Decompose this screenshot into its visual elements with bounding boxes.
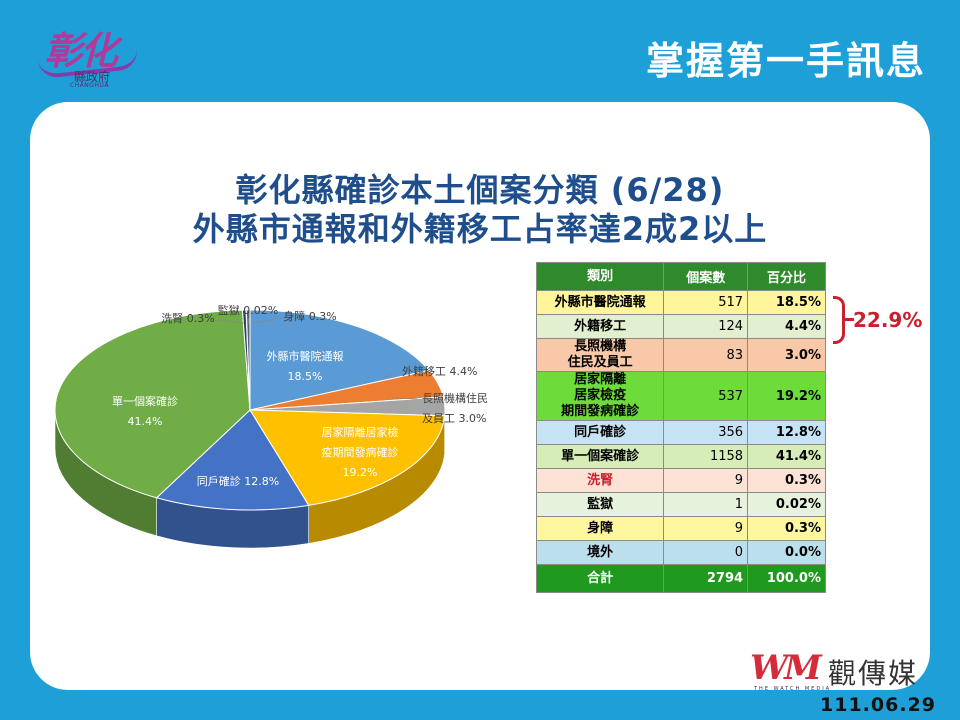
pie-slice-8 — [245, 309, 251, 411]
slice-label-2: 長照機構住民 — [422, 391, 488, 405]
row-count: 537 — [663, 371, 749, 421]
row-category: 單一個案確診 — [535, 444, 665, 469]
date-stamp: 111.06.29 — [820, 694, 936, 716]
row-percent: 12.8% — [747, 420, 826, 445]
row-count: 83 — [663, 338, 749, 372]
row-category: 監獄 — [535, 492, 665, 517]
row-percent: 4.4% — [747, 314, 826, 339]
slice-label-1: 外籍移工 4.4% — [402, 364, 477, 378]
table-header-cell: 個案數 — [663, 262, 749, 291]
brand-logo: WM — [750, 648, 822, 688]
row-category: 長照機構 住民及員工 — [535, 338, 665, 372]
county-logo: 彰化 縣政府 CHANGHUA — [30, 14, 140, 94]
table-row: 居家隔離 居家檢疫 期間發病確診 537 19.2% — [535, 371, 826, 421]
leader-line-2 — [391, 397, 419, 400]
row-count: 1 — [663, 492, 749, 517]
logo-text: 彰化 — [44, 28, 118, 73]
slice-label-3: 疫期間發病確診 — [322, 445, 399, 459]
row-percent: 41.4% — [747, 444, 826, 469]
total-count: 2794 — [663, 564, 749, 593]
table-row: 長照機構 住民及員工 83 3.0% — [535, 338, 826, 372]
table-row: 外籍移工 124 4.4% — [535, 314, 826, 339]
row-percent: 0.3% — [747, 516, 826, 541]
bracket — [833, 296, 845, 344]
row-category: 外縣市醫院通報 — [535, 290, 665, 315]
row-count: 9 — [663, 468, 749, 493]
pie-slice-0 — [249, 309, 430, 411]
total-percent: 100.0% — [747, 564, 826, 593]
table-row: 身障 9 0.3% — [535, 516, 826, 541]
slice-label-6: 洗腎 0.3% — [161, 312, 214, 325]
row-category: 境外 — [535, 540, 665, 565]
brand-name: 觀傳媒 — [828, 657, 919, 690]
bracket-tip — [844, 318, 854, 321]
table-header-cell: 百分比 — [747, 262, 826, 291]
leader-line-6 — [217, 319, 245, 324]
table-row: 單一個案確診 1158 41.4% — [535, 444, 826, 469]
slice-label-2: 及員工 3.0% — [422, 412, 486, 425]
leader-line-8 — [252, 317, 283, 324]
pie-slice-3 — [249, 409, 446, 506]
slice-label-5: 41.4% — [128, 415, 163, 428]
row-percent: 0.3% — [747, 468, 826, 493]
logo-subtext: 縣政府 — [74, 70, 111, 84]
slide-title-line2: 外縣市通報和外籍移工占率達2成2以上 — [192, 210, 768, 248]
media-brand: WM 觀傳媒 THE WATCH MEDIA — [750, 648, 950, 692]
row-count: 9 — [663, 516, 749, 541]
table-row: 同戶確診 356 12.8% — [535, 420, 826, 445]
table-header-row: 類別 個案數 百分比 — [535, 262, 826, 291]
row-category: 居家隔離 居家檢疫 期間發病確診 — [535, 371, 665, 421]
slice-label-4: 同戶確診 12.8% — [197, 474, 279, 488]
row-category: 同戶確診 — [535, 420, 665, 445]
row-percent: 3.0% — [747, 338, 826, 372]
logo-en: CHANGHUA — [70, 82, 109, 89]
slide-title-line1: 彰化縣確診本土個案分類 (6/28) — [235, 171, 725, 209]
row-percent: 18.5% — [747, 290, 826, 315]
row-percent: 0.02% — [747, 492, 826, 517]
row-percent: 19.2% — [747, 371, 826, 421]
row-count: 0 — [663, 540, 749, 565]
table-row: 監獄 1 0.02% — [535, 492, 826, 517]
row-percent: 0.0% — [747, 540, 826, 565]
table-row: 洗腎 9 0.3% — [535, 468, 826, 493]
leader-line-1 — [383, 371, 397, 379]
slice-label-0: 外縣市醫院通報 — [267, 349, 344, 363]
header-title: 掌握第一手訊息 — [645, 39, 926, 83]
slice-label-5: 單一個案確診 — [112, 394, 178, 408]
pie-slice-5 — [54, 309, 251, 499]
slice-label-8: 身障 0.3% — [283, 309, 336, 323]
table-row: 境外 0 0.0% — [535, 540, 826, 565]
brand-en: THE WATCH MEDIA — [754, 686, 832, 692]
pie-slice-4 — [155, 409, 310, 511]
row-category: 身障 — [535, 516, 665, 541]
slice-label-7: 監獄 0.02% — [218, 303, 278, 317]
slice-label-3: 19.2% — [343, 466, 378, 479]
row-count: 1158 — [663, 444, 749, 469]
row-category: 洗腎 — [535, 468, 665, 493]
table-row: 外縣市醫院通報 517 18.5% — [535, 290, 826, 315]
table-header-cell: 類別 — [535, 262, 665, 291]
table-total-row: 合計 2794 100.0% — [535, 564, 826, 593]
row-count: 517 — [663, 290, 749, 315]
row-count: 124 — [663, 314, 749, 339]
total-category: 合計 — [535, 564, 665, 593]
row-category: 外籍移工 — [535, 314, 665, 339]
slice-label-0: 18.5% — [288, 370, 323, 383]
row-count: 356 — [663, 420, 749, 445]
slice-label-3: 居家隔離居家檢 — [322, 425, 399, 439]
case-table: 類別 個案數 百分比 外縣市醫院通報 517 18.5% 外籍移工 124 4.4% 長照機構 住民… — [535, 262, 826, 593]
bracket-label: 22.9% — [853, 308, 923, 332]
